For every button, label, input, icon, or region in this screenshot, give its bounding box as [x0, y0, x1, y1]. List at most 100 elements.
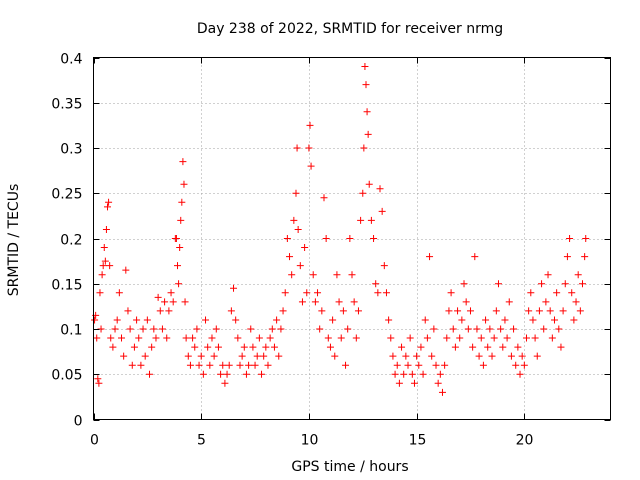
- data-point: [443, 334, 451, 342]
- data-point: [454, 307, 462, 315]
- data-point: [135, 334, 143, 342]
- data-point: [139, 325, 147, 333]
- data-point: [273, 316, 281, 324]
- grid-lines: [93, 57, 611, 420]
- data-point: [99, 262, 107, 270]
- chart-title: Day 238 of 2022, SRMTID for receiver nrm…: [197, 21, 503, 37]
- data-point: [568, 289, 576, 297]
- y-axis-label: SRMTID / TECUs: [6, 184, 22, 297]
- data-point: [126, 325, 134, 333]
- y-tick-label: 0.35: [51, 97, 82, 113]
- data-point: [158, 325, 166, 333]
- data-point: [529, 316, 537, 324]
- data-point: [574, 271, 582, 279]
- data-point: [559, 307, 567, 315]
- data-point: [484, 343, 492, 351]
- data-point: [260, 352, 268, 360]
- x-tick-label: 5: [197, 433, 206, 449]
- data-point: [329, 316, 337, 324]
- data-point: [499, 343, 507, 351]
- data-point: [150, 325, 158, 333]
- x-tick-label: 20: [516, 433, 534, 449]
- data-point: [538, 280, 546, 288]
- plot-frame: [93, 57, 611, 420]
- data-point: [225, 361, 233, 369]
- data-point: [402, 352, 410, 360]
- data-point: [510, 325, 518, 333]
- data-point: [503, 334, 511, 342]
- data-point: [294, 225, 302, 233]
- data-point: [186, 361, 194, 369]
- data-point: [120, 352, 128, 360]
- data-point: [557, 343, 565, 351]
- data-point: [268, 325, 276, 333]
- data-point: [283, 235, 291, 242]
- data-point: [548, 334, 556, 342]
- data-point: [400, 370, 408, 378]
- data-point: [542, 298, 550, 306]
- data-point: [290, 216, 298, 224]
- data-point: [494, 280, 502, 288]
- data-point: [352, 334, 360, 342]
- data-point: [93, 334, 101, 342]
- data-point: [507, 352, 515, 360]
- data-point: [563, 253, 571, 261]
- data-point: [210, 352, 218, 360]
- data-point: [264, 361, 272, 369]
- data-point: [320, 194, 328, 202]
- data-point: [306, 121, 314, 129]
- data-point: [238, 352, 246, 360]
- data-point: [469, 343, 477, 351]
- data-point: [279, 307, 287, 315]
- data-point: [354, 307, 362, 315]
- data-point: [163, 334, 171, 342]
- data-point: [324, 334, 332, 342]
- y-tick-label: 0: [74, 414, 83, 430]
- data-point: [436, 370, 444, 378]
- data-point: [370, 235, 378, 242]
- data-point: [96, 289, 104, 297]
- data-point: [169, 298, 177, 306]
- data-point: [387, 334, 395, 342]
- data-point: [505, 298, 513, 306]
- data-point: [413, 352, 421, 360]
- data-point: [214, 343, 222, 351]
- data-point: [106, 262, 114, 270]
- data-point: [270, 343, 278, 351]
- data-point: [247, 325, 255, 333]
- data-point: [378, 207, 386, 215]
- data-point: [286, 253, 294, 261]
- data-point: [292, 189, 300, 197]
- data-point: [578, 280, 586, 288]
- data-point: [115, 289, 123, 297]
- x-axis-label: GPS time / hours: [291, 459, 408, 475]
- data-point: [348, 271, 356, 279]
- data-point: [415, 361, 423, 369]
- y-tick-label: 0.3: [60, 142, 82, 158]
- data-point: [174, 262, 182, 270]
- data-point: [230, 284, 238, 292]
- data-point: [322, 235, 330, 242]
- data-point: [406, 334, 414, 342]
- data-point: [130, 343, 138, 351]
- x-tick-labels: 0 5 10 15 20: [90, 433, 533, 449]
- data-point: [179, 158, 187, 166]
- data-point: [309, 271, 317, 279]
- data-point: [184, 352, 192, 360]
- data-point: [372, 280, 380, 288]
- data-point: [361, 63, 369, 71]
- data-point: [102, 225, 110, 233]
- data-point: [516, 370, 524, 378]
- data-point: [451, 343, 459, 351]
- data-point: [367, 216, 375, 224]
- data-point: [326, 343, 334, 351]
- data-point: [432, 361, 440, 369]
- data-point: [318, 307, 326, 315]
- data-point: [364, 130, 372, 138]
- data-point: [133, 316, 141, 324]
- data-point: [535, 307, 543, 315]
- y-tick-label: 0.15: [51, 278, 82, 294]
- data-point: [253, 352, 261, 360]
- data-point: [561, 280, 569, 288]
- data-point: [180, 180, 188, 188]
